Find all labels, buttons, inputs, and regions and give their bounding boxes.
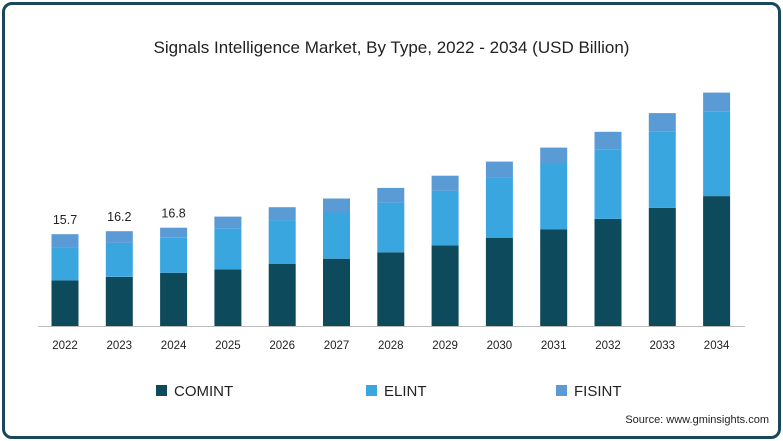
legend: COMINT ELINT FISINT — [156, 383, 622, 400]
x-tick-2031: 2031 — [541, 340, 567, 352]
bar-fisint-2023 — [105, 231, 133, 243]
x-tick-2034: 2034 — [704, 340, 730, 352]
bar-fisint-2029 — [431, 175, 459, 191]
x-tick-labels: 2022 2023 2024 2025 2026 2027 2028 2029 2030 2031… — [52, 340, 730, 352]
bar-comint-2023 — [105, 276, 133, 326]
bar-fisint-2034 — [703, 92, 731, 112]
bar-elint-2030 — [485, 177, 513, 238]
bar-fisint-2022 — [51, 234, 79, 248]
bars-group — [51, 92, 731, 326]
bar-fisint-2033 — [648, 113, 676, 132]
bar-comint-2028 — [377, 252, 405, 326]
bar-elint-2026 — [268, 220, 296, 264]
x-tick-2022: 2022 — [52, 340, 78, 352]
legend-label-elint: ELINT — [384, 383, 427, 400]
bar-elint-2031 — [540, 164, 568, 230]
bar-fisint-2028 — [377, 187, 405, 203]
x-tick-2029: 2029 — [432, 340, 458, 352]
data-labels: 15.7 16.2 16.8 — [53, 207, 186, 228]
bar-elint-2024 — [160, 237, 188, 273]
x-tick-2026: 2026 — [269, 340, 295, 352]
x-tick-2023: 2023 — [107, 340, 133, 352]
bar-elint-2028 — [377, 202, 405, 253]
bar-comint-2026 — [268, 264, 296, 326]
bar-comint-2027 — [323, 258, 350, 326]
data-label-2023: 16.2 — [107, 210, 131, 224]
bar-fisint-2027 — [323, 198, 350, 213]
bar-fisint-2031 — [540, 147, 568, 164]
data-label-2022: 15.7 — [53, 213, 77, 227]
source-note: Source: www.gminsights.com — [625, 414, 769, 426]
bar-comint-2034 — [703, 196, 731, 326]
legend-swatch-fisint — [556, 385, 567, 396]
x-tick-2030: 2030 — [487, 340, 513, 352]
bar-comint-2022 — [51, 280, 79, 326]
legend-swatch-elint — [366, 385, 377, 396]
bar-elint-2027 — [323, 212, 350, 259]
bar-comint-2029 — [431, 245, 459, 326]
bar-fisint-2032 — [594, 131, 622, 150]
x-tick-2027: 2027 — [324, 340, 350, 352]
bar-elint-2029 — [431, 190, 459, 246]
bar-comint-2033 — [648, 207, 676, 326]
bar-fisint-2024 — [160, 227, 188, 238]
bar-fisint-2025 — [214, 216, 242, 229]
x-tick-2025: 2025 — [215, 340, 241, 352]
bar-fisint-2026 — [268, 207, 296, 221]
data-label-2024: 16.8 — [161, 207, 185, 221]
bar-elint-2034 — [703, 111, 731, 197]
bar-comint-2031 — [540, 229, 568, 326]
legend-label-comint: COMINT — [174, 383, 233, 400]
legend-swatch-comint — [156, 385, 167, 396]
x-tick-2032: 2032 — [595, 340, 621, 352]
bar-comint-2032 — [594, 218, 622, 326]
bar-elint-2023 — [105, 242, 133, 277]
x-tick-2033: 2033 — [650, 340, 676, 352]
x-tick-2024: 2024 — [161, 340, 187, 352]
bar-elint-2032 — [594, 149, 622, 219]
bar-comint-2025 — [214, 269, 242, 326]
bar-fisint-2030 — [485, 161, 513, 178]
bar-elint-2022 — [51, 247, 79, 281]
bar-elint-2025 — [214, 228, 242, 270]
legend-label-fisint: FISINT — [574, 383, 622, 400]
x-tick-2028: 2028 — [378, 340, 404, 352]
chart-title: Signals Intelligence Market, By Type, 20… — [153, 38, 630, 57]
bar-comint-2024 — [160, 272, 188, 326]
bar-elint-2033 — [648, 131, 676, 208]
bar-comint-2030 — [485, 237, 513, 326]
